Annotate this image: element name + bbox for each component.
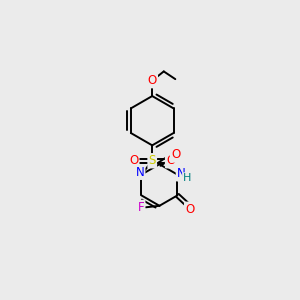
Text: O: O (185, 203, 194, 216)
Text: S: S (148, 154, 156, 167)
Text: N: N (177, 167, 186, 180)
Text: H: H (183, 173, 192, 184)
Text: O: O (171, 148, 180, 161)
Text: O: O (129, 154, 138, 167)
Text: N: N (136, 166, 144, 179)
Text: O: O (166, 154, 175, 167)
Text: O: O (148, 74, 157, 87)
Text: F: F (138, 201, 144, 214)
